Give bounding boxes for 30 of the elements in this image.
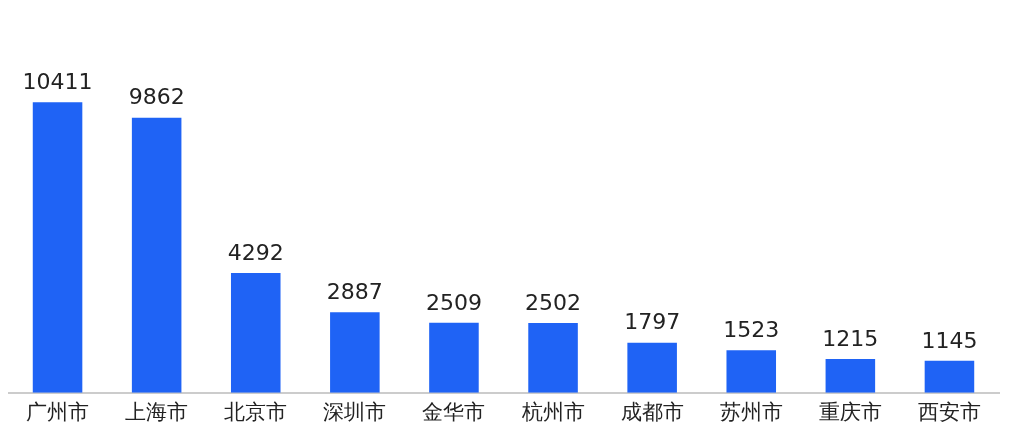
bar [429,322,479,393]
x-tick-label: 上海市 [125,399,189,424]
bar [825,358,876,393]
data-label: 2887 [326,278,383,304]
bar [230,273,281,393]
data-label: 1145 [921,327,978,353]
data-label: 2509 [425,289,482,315]
bar [330,312,380,393]
data-label: 10411 [22,69,93,95]
bar [32,102,83,393]
x-tick-label: 广州市 [26,399,90,424]
x-tick-label: 北京市 [224,399,288,424]
data-label: 1215 [822,325,879,351]
bar [924,360,975,393]
bar [726,350,777,393]
x-tick-label: 金华市 [422,399,486,424]
data-label: 1797 [624,309,681,335]
x-tick-label: 苏州市 [719,399,783,424]
x-tick-label: 杭州市 [520,399,585,424]
data-label: 4292 [227,239,284,265]
x-tick-label: 成都市 [620,399,684,424]
data-label: 9862 [128,84,185,110]
data-label: 1523 [723,317,780,343]
data-label: 2502 [525,289,582,315]
x-tick-label: 深圳市 [323,399,387,424]
bar [627,342,677,393]
x-tick-label: 西安市 [917,399,981,424]
bar [528,322,578,393]
bar [131,117,182,393]
x-tick-label: 重庆市 [818,399,882,424]
